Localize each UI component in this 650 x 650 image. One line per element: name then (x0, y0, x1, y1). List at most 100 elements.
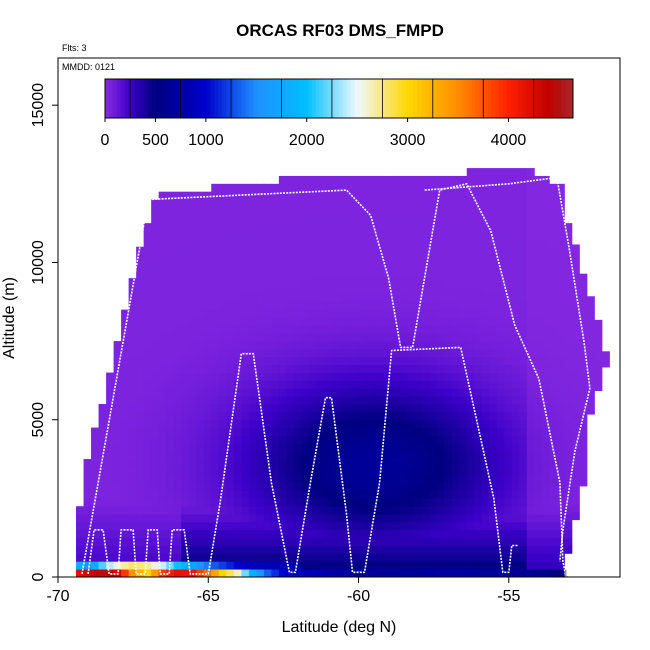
heatmap-cell (459, 411, 468, 421)
heatmap-cell (323, 246, 332, 255)
heatmap-cell (549, 293, 558, 303)
heatmap-cell (504, 411, 513, 421)
heatmap-cell (354, 514, 362, 523)
heatmap-cell (331, 333, 340, 342)
heatmap-cell (121, 333, 130, 342)
heatmap-cell (301, 561, 310, 570)
heatmap-cell (278, 286, 287, 295)
heatmap-cell (263, 569, 272, 577)
heatmap-cell (316, 482, 325, 491)
heatmap-cell (248, 537, 257, 546)
heatmap-cell (511, 333, 520, 342)
heatmap-cell (241, 231, 250, 240)
heatmap-cell (339, 537, 347, 546)
heatmap-cell (541, 317, 550, 326)
heatmap-cell (556, 443, 565, 452)
heatmap-cell (286, 529, 295, 539)
heatmap-cell (241, 427, 250, 436)
heatmap-cell (414, 317, 423, 326)
heatmap-cell (166, 396, 175, 405)
heatmap-cell (496, 404, 505, 413)
heatmap-cell (564, 506, 573, 515)
heatmap-cell (354, 427, 362, 436)
heatmap-cell (233, 364, 242, 373)
heatmap-cell (263, 191, 272, 200)
heatmap-cell (316, 388, 325, 397)
heatmap-cell (489, 435, 498, 444)
heatmap-cell (308, 537, 317, 546)
heatmap-cell (384, 443, 392, 452)
heatmap-cell (151, 231, 160, 240)
heatmap-cell (496, 175, 505, 185)
heatmap-cell (534, 254, 543, 263)
heatmap-cell (248, 474, 257, 484)
heatmap-cell (271, 553, 280, 562)
heatmap-cell (459, 238, 468, 248)
heatmap-cell (369, 506, 377, 515)
heatmap-cell (323, 254, 332, 263)
heatmap-cell (541, 545, 550, 554)
heatmap-cell (549, 396, 558, 405)
heatmap-cell (414, 348, 423, 358)
heatmap-cell (151, 364, 160, 373)
heatmap-cell (158, 372, 167, 381)
heatmap-cell (481, 246, 490, 255)
heatmap-cell (421, 191, 430, 200)
heatmap-cell (263, 521, 272, 531)
heatmap-cell (541, 388, 550, 397)
heatmap-cell (354, 223, 362, 232)
heatmap-cell (421, 490, 430, 499)
heatmap-cell (226, 215, 235, 224)
heatmap-cell (504, 364, 513, 373)
heatmap-cell (316, 411, 325, 421)
heatmap-cell (218, 199, 227, 208)
heatmap-cell (301, 309, 310, 318)
heatmap-cell (233, 286, 242, 295)
heatmap-cell (429, 301, 438, 311)
heatmap-cell (286, 254, 295, 263)
heatmap-cell (556, 325, 565, 334)
heatmap-cell (489, 411, 498, 421)
heatmap-cell (166, 341, 175, 350)
heatmap-cell (571, 299, 580, 308)
flights-annotation: Flts: 3 (62, 43, 87, 53)
heatmap-cell (241, 498, 250, 507)
heatmap-cell (151, 372, 160, 381)
heatmap-cell (451, 459, 460, 468)
heatmap-cell (376, 545, 385, 554)
heatmap-cell (399, 183, 408, 193)
heatmap-cell (504, 223, 513, 232)
heatmap-cell (331, 286, 340, 295)
heatmap-cell (323, 238, 332, 248)
heatmap-cell (459, 506, 468, 515)
heatmap-cell (241, 207, 250, 216)
heatmap-cell (556, 223, 565, 232)
heatmap-cell (301, 325, 310, 334)
heatmap-cell (136, 545, 145, 554)
heatmap-cell (421, 545, 430, 554)
heatmap-cell (158, 262, 167, 271)
heatmap-cell (188, 231, 197, 240)
heatmap-cell (323, 262, 332, 271)
heatmap-cell (414, 490, 423, 499)
heatmap-cell (121, 521, 130, 531)
heatmap-cell (376, 372, 385, 381)
heatmap-cell (211, 411, 220, 421)
heatmap-cell (459, 545, 468, 554)
heatmap-cell (293, 466, 302, 476)
heatmap-cell (211, 537, 220, 546)
colorbar-segment (397, 79, 402, 118)
heatmap-cell (301, 246, 310, 255)
heatmap-cell (293, 380, 302, 389)
heatmap-cell (459, 435, 468, 444)
heatmap-cell (241, 466, 250, 476)
heatmap-cell (384, 435, 392, 444)
heatmap-cell (406, 372, 415, 381)
heatmap-cell (586, 296, 595, 305)
heatmap-cell (203, 427, 212, 436)
heatmap-cell (346, 199, 355, 208)
heatmap-cell (218, 231, 227, 240)
heatmap-cell (218, 364, 227, 373)
heatmap-cell (361, 223, 370, 232)
heatmap-cell (308, 293, 317, 303)
